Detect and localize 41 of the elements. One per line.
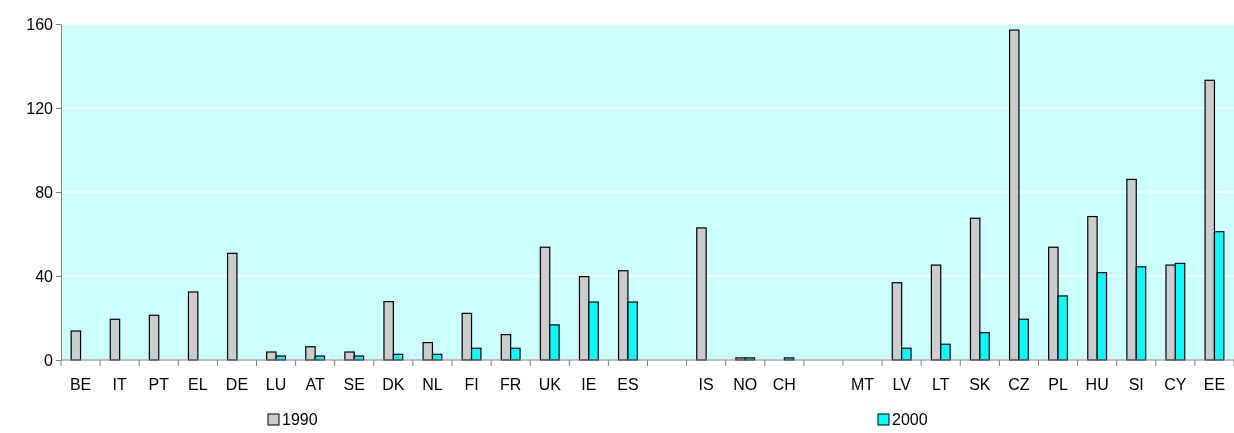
x-tick-label: UK [538, 376, 562, 393]
bar [696, 227, 707, 361]
y-tick-label: 160 [26, 15, 54, 33]
legend-label: 1990 [282, 411, 318, 428]
bar [187, 291, 199, 361]
x-tick-label: SI [1128, 376, 1144, 393]
x-tick-label: DK [382, 376, 405, 393]
x-tick-label: IT [112, 376, 127, 393]
x-tick-label: MT [851, 376, 875, 393]
x-tick-label: ES [617, 376, 639, 393]
bar [109, 318, 121, 361]
x-tick-label: CH [772, 376, 796, 393]
x-tick-label: NO [733, 376, 758, 393]
y-tick-label: 80 [35, 183, 54, 201]
x-tick-label: FR [499, 376, 522, 393]
y-tick-label: 120 [26, 99, 54, 117]
x-tick-label: IS [698, 376, 714, 393]
bar [148, 314, 160, 361]
x-tick-label: NL [422, 376, 443, 393]
x-tick-label: DE [225, 376, 249, 393]
bar [226, 252, 238, 361]
x-tick-label: EL [188, 376, 208, 393]
x-tick-label: EE [1203, 376, 1226, 393]
y-tick-label: 0 [44, 351, 54, 369]
y-tick-label: 40 [35, 267, 54, 285]
x-tick-label: LT [932, 376, 950, 393]
x-tick-label: IE [581, 376, 597, 393]
x-tick-label: AT [305, 376, 325, 393]
x-tick-label: CY [1164, 376, 1187, 393]
x-tick-label: SE [343, 376, 365, 393]
x-tick-label: LV [892, 376, 912, 393]
x-tick-label: LU [265, 376, 287, 393]
bar [70, 330, 82, 361]
x-tick-label: HU [1085, 376, 1109, 393]
x-tick-label: BE [69, 376, 92, 393]
legend-label: 2000 [892, 411, 928, 428]
x-tick-label: FI [464, 376, 479, 393]
x-tick-label: CZ [1008, 376, 1030, 393]
x-tick-label: PL [1048, 376, 1068, 393]
x-tick-label: PT [148, 376, 170, 393]
x-tick-label: SK [969, 376, 991, 393]
